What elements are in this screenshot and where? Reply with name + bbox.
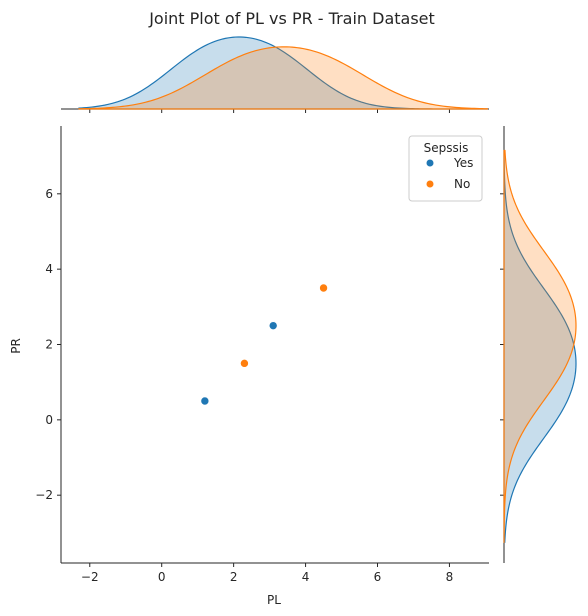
top-kde-no xyxy=(78,46,488,110)
scatter-point-no xyxy=(319,283,328,293)
x-axis-label: PL xyxy=(267,593,281,607)
right-kde-no xyxy=(503,149,577,543)
x-tick-label: 0 xyxy=(158,570,166,584)
legend-marker-no xyxy=(426,180,434,188)
scatter-points xyxy=(200,283,328,406)
y-tick-label: 4 xyxy=(45,262,53,276)
x-tick-label: 4 xyxy=(302,570,310,584)
scatter-point-yes xyxy=(268,321,278,330)
scatter-point-yes xyxy=(200,396,210,406)
top-marginal-kde xyxy=(61,36,489,113)
y-tick-label: 2 xyxy=(45,338,53,352)
legend-label-yes: Yes xyxy=(453,156,473,170)
chart-title: Joint Plot of PL vs PR - Train Dataset xyxy=(148,9,435,28)
x-axis-ticks: −2 0 2 4 6 8 xyxy=(81,563,453,584)
legend-title: Sepssis xyxy=(424,141,469,155)
x-tick-label: 8 xyxy=(446,570,454,584)
right-marginal-kde xyxy=(500,126,577,563)
y-axis-label: PR xyxy=(9,338,23,354)
legend-label-no: No xyxy=(454,177,470,191)
y-tick-label: 6 xyxy=(45,187,53,201)
y-tick-label: 0 xyxy=(45,413,53,427)
legend: Sepssis Yes No xyxy=(408,135,483,202)
x-tick-label: 2 xyxy=(230,570,238,584)
x-tick-label: 6 xyxy=(374,570,382,584)
x-tick-label: −2 xyxy=(81,570,99,584)
y-tick-label: −2 xyxy=(35,488,53,502)
legend-marker-yes xyxy=(426,159,434,167)
y-axis-ticks: −2 0 2 4 6 xyxy=(35,187,61,502)
scatter-point-no xyxy=(240,359,249,368)
